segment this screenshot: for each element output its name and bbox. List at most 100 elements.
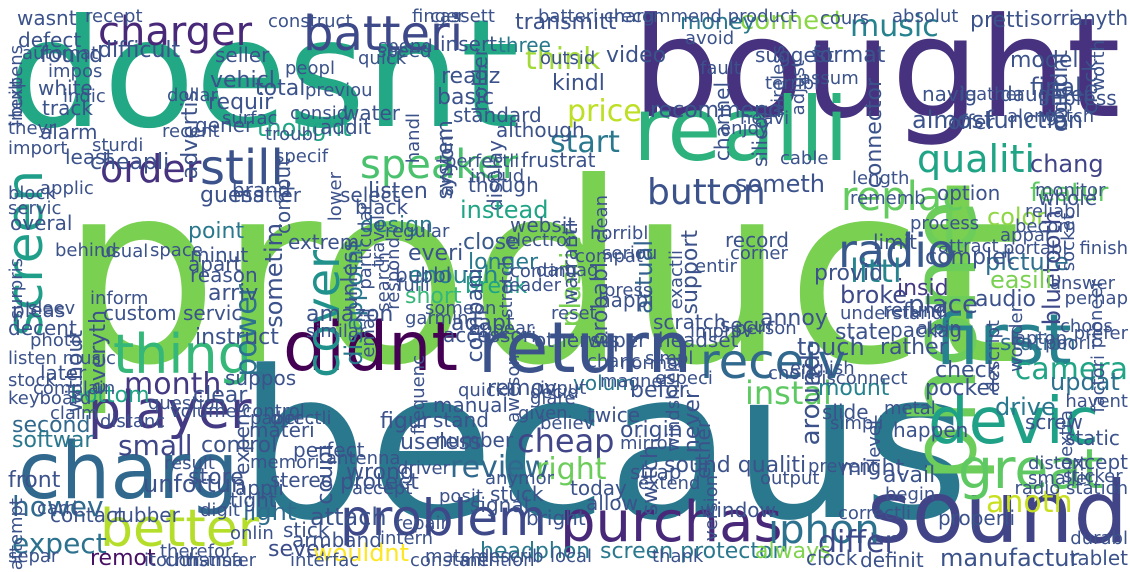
- word: track: [42, 96, 93, 120]
- word: custom servic: [103, 301, 243, 325]
- word: disconnect: [810, 368, 908, 389]
- word: mention: [460, 550, 535, 571]
- word: receiv: [700, 334, 846, 390]
- word: softwar: [12, 428, 94, 453]
- word: properli: [938, 506, 1016, 530]
- word: outsid: [540, 48, 596, 69]
- word: vehicl: [210, 68, 275, 93]
- word: remot: [90, 546, 156, 571]
- word: accept: [352, 478, 413, 499]
- word: memori: [250, 452, 320, 473]
- word: model: [1010, 48, 1079, 73]
- word: music: [850, 9, 939, 44]
- word: black: [355, 195, 409, 219]
- word: troubl: [265, 124, 318, 145]
- word: second: [12, 413, 91, 438]
- word: magnet: [600, 371, 670, 392]
- word: durabl: [1070, 528, 1128, 549]
- word: transfer: [185, 550, 257, 571]
- word: insert: [440, 32, 498, 56]
- word: strap: [630, 460, 682, 484]
- word: scratch: [653, 310, 727, 334]
- word: adapt: [451, 311, 515, 336]
- word: mirror: [620, 433, 676, 454]
- word: number: [435, 428, 514, 452]
- word: cours: [820, 8, 870, 29]
- word: arriv: [208, 281, 259, 306]
- word: origin: [620, 418, 683, 443]
- word: laptop: [1010, 328, 1067, 349]
- word: applic: [40, 178, 94, 199]
- word: charger: [98, 9, 253, 55]
- word: intern: [380, 528, 434, 549]
- word: except: [1060, 450, 1128, 474]
- word: product: [60, 129, 1022, 420]
- word: materi: [249, 418, 315, 442]
- word: stock: [8, 370, 56, 391]
- word: monitor: [1035, 180, 1106, 201]
- word: person: [735, 318, 797, 339]
- word: awesom: [503, 348, 524, 423]
- word: specif: [275, 146, 329, 167]
- word: separ: [8, 546, 59, 567]
- word: quick: [358, 48, 407, 69]
- word: alpin: [917, 318, 961, 339]
- word: batteri: [303, 6, 464, 62]
- word: brand: [232, 178, 291, 202]
- word: super: [590, 328, 647, 352]
- word: stereo: [270, 468, 333, 492]
- word: pocket: [925, 376, 999, 401]
- word: howev: [12, 490, 104, 523]
- word: short: [405, 284, 462, 309]
- word: audio: [975, 287, 1036, 312]
- word: attach: [310, 503, 387, 531]
- word: dollar: [167, 85, 218, 106]
- word: start: [550, 125, 620, 160]
- word: though: [468, 173, 539, 197]
- word: today: [570, 476, 627, 500]
- word: review: [450, 450, 550, 485]
- word: store: [188, 465, 244, 490]
- word: provid: [814, 261, 884, 286]
- word: enjoy: [720, 118, 770, 139]
- word: recommend product: [614, 6, 797, 27]
- word: along: [1007, 106, 1057, 127]
- word: twice: [587, 403, 641, 427]
- word: claim: [50, 403, 99, 424]
- word: respond: [383, 237, 404, 310]
- word: bottom: [70, 383, 150, 408]
- word: becaus: [238, 328, 970, 566]
- word: simpl: [645, 348, 694, 369]
- word: refund: [883, 298, 949, 322]
- word: select: [340, 183, 400, 207]
- word: reset: [551, 303, 597, 324]
- word: sound: [866, 463, 1128, 563]
- word: constantl: [410, 550, 494, 571]
- word: navig: [922, 82, 978, 106]
- word: match: [425, 546, 482, 567]
- word: frustrat: [521, 148, 596, 172]
- word: improv: [690, 321, 753, 342]
- word: drive: [995, 393, 1056, 421]
- word: tight: [230, 488, 277, 512]
- word: happen: [893, 418, 969, 442]
- word: anyth: [1070, 6, 1128, 30]
- word: distort: [1028, 453, 1087, 474]
- word: seller: [215, 43, 270, 67]
- word: behind: [55, 240, 117, 261]
- word: allow: [586, 491, 638, 515]
- word: normal: [620, 353, 684, 374]
- word: guess: [200, 183, 265, 208]
- word: bought: [632, 0, 1121, 149]
- word: chanc: [587, 351, 641, 372]
- word: secur: [720, 313, 775, 337]
- word: sturdi: [92, 135, 144, 156]
- word: appli: [235, 476, 284, 500]
- word: poorli: [1045, 333, 1096, 354]
- word: manufactur: [940, 544, 1080, 572]
- word: apart: [188, 252, 242, 276]
- word: corner: [730, 243, 788, 264]
- word: perhap: [1064, 288, 1128, 309]
- word: speaker: [360, 142, 519, 188]
